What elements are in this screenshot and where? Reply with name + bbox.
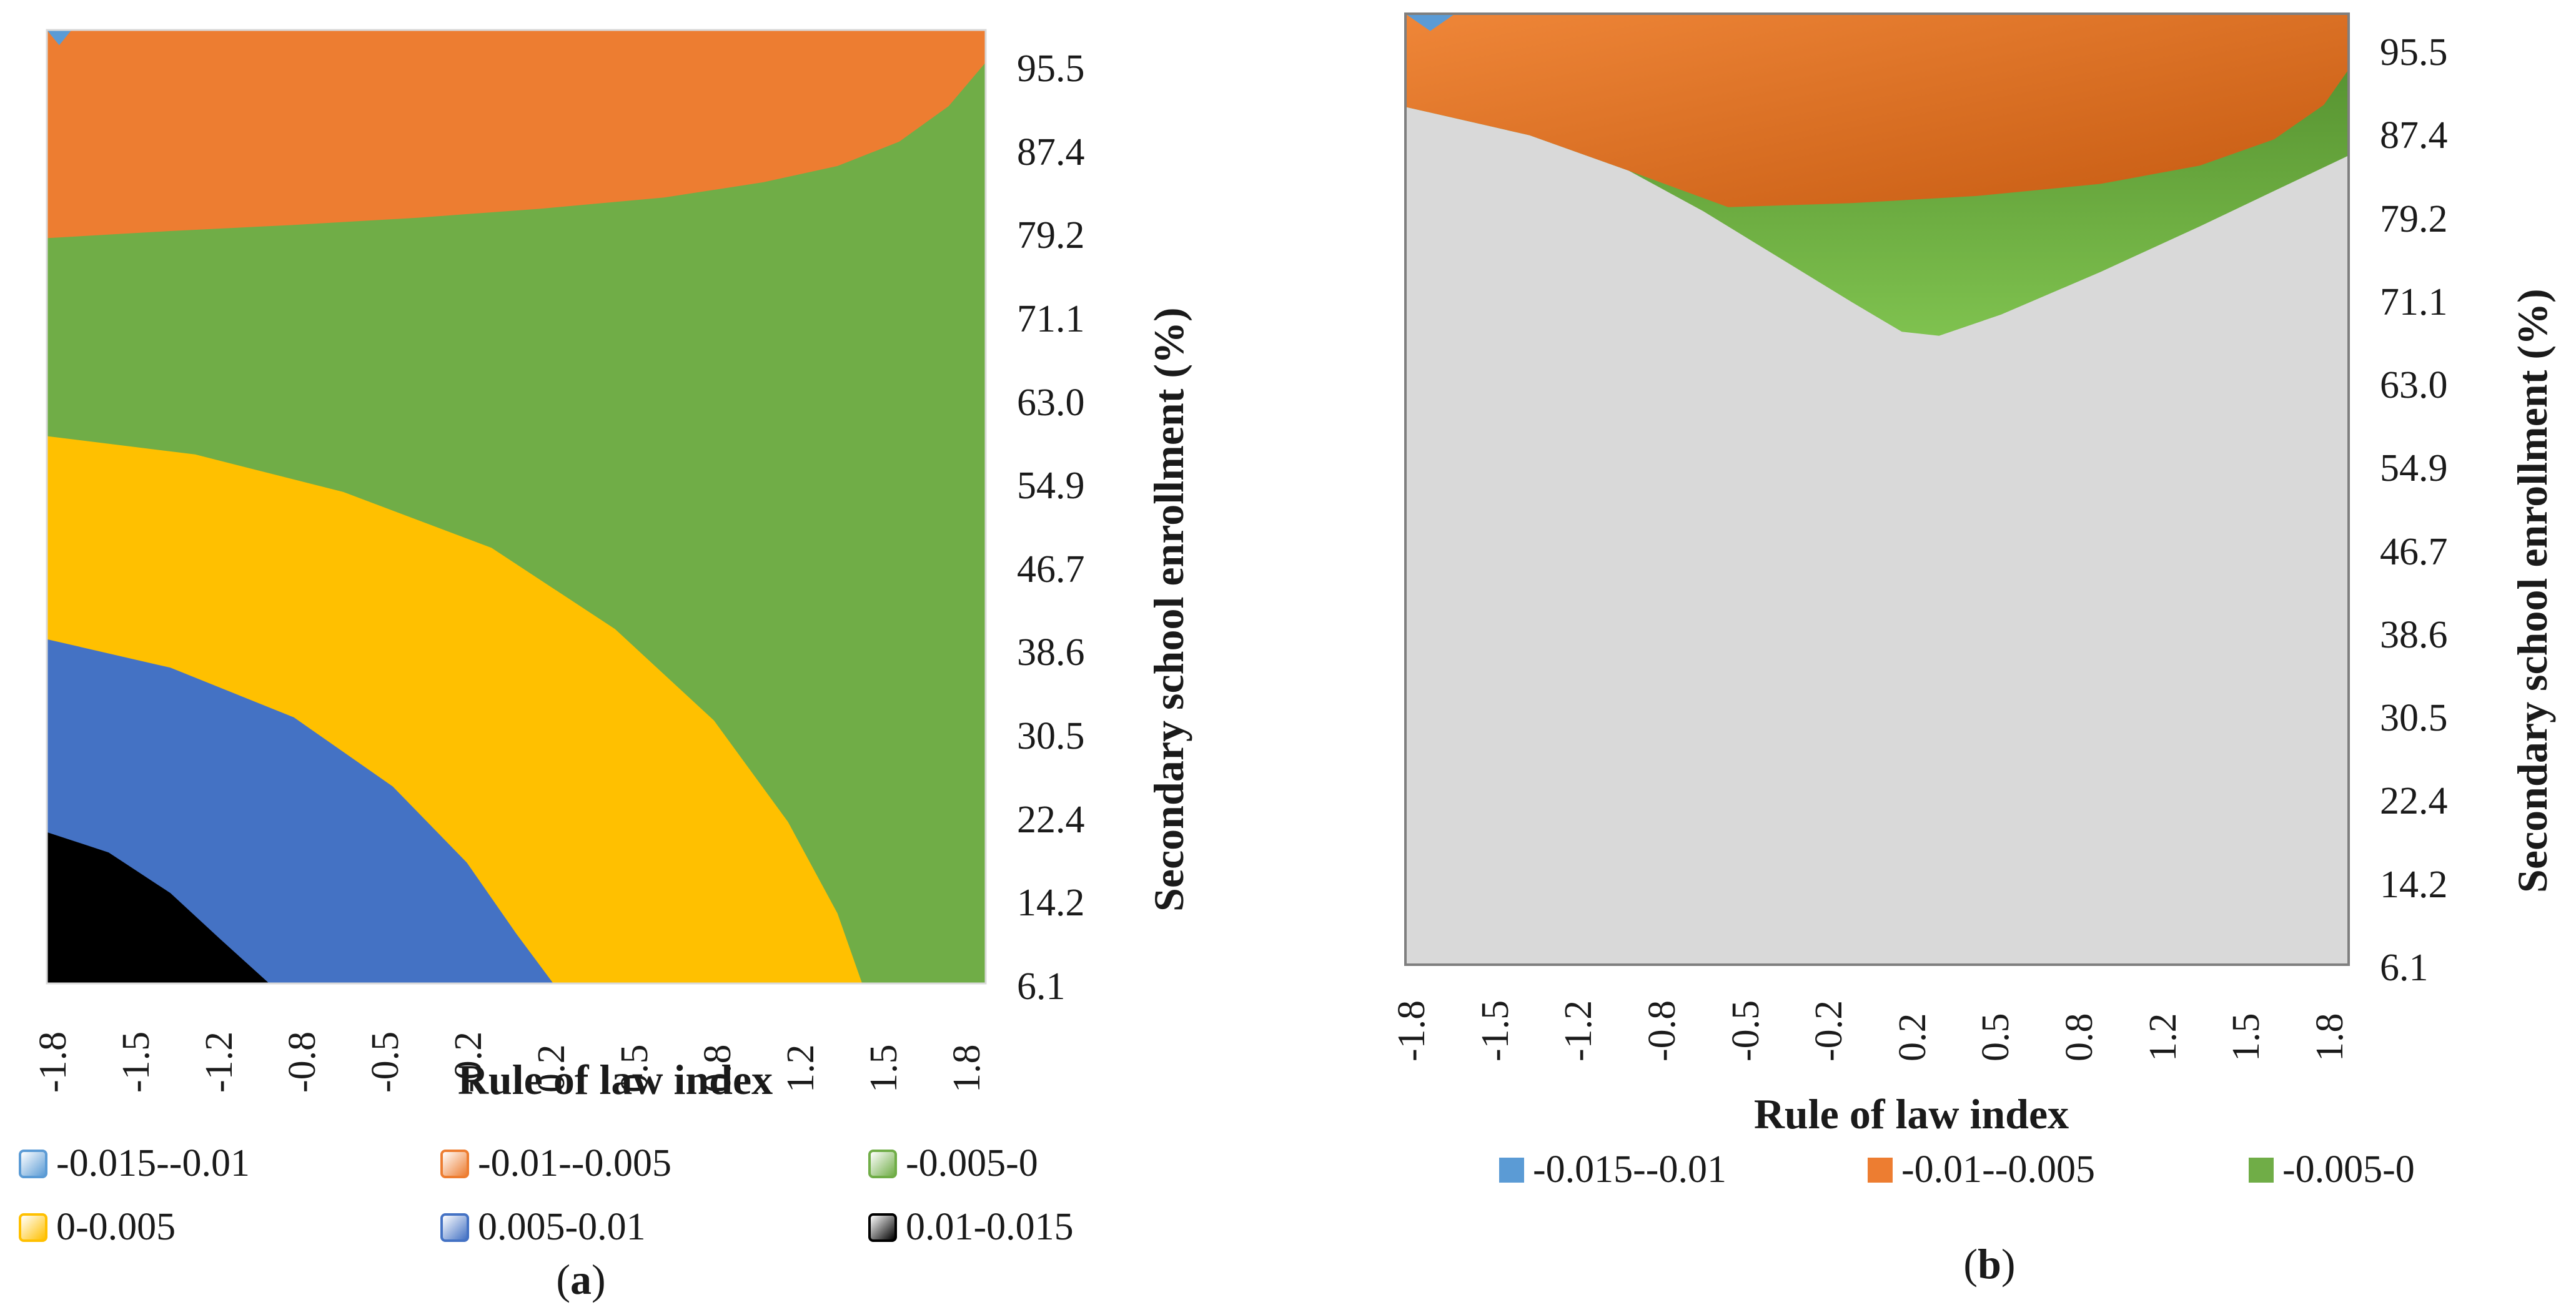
legend-swatch <box>1499 1157 1524 1183</box>
x-tick-label: -0.5 <box>364 1031 407 1093</box>
region-lightblue-a <box>47 30 72 46</box>
plot-frame-b <box>1404 12 2350 966</box>
y-tick-label: 79.2 <box>1017 214 1085 257</box>
region-orange-b <box>1405 14 2349 207</box>
x-tick-label: 0.8 <box>2058 1013 2101 1062</box>
y-tick-label: 30.5 <box>1017 715 1085 758</box>
legend-label: -0.01--0.005 <box>1901 1148 2095 1191</box>
y-axis-label-a: Secondary school enrollment (%) <box>1145 307 1192 912</box>
x-tick-label: 0.2 <box>1891 1013 1934 1062</box>
caption-a: (a) <box>556 1256 606 1303</box>
y-tick-label: 38.6 <box>2380 613 2448 656</box>
y-tick-label: 6.1 <box>1017 965 1066 1008</box>
legend-label: 0.005-0.01 <box>478 1206 646 1248</box>
y-tick-label: 46.7 <box>2380 530 2448 573</box>
legend-swatch <box>19 1213 47 1242</box>
x-tick-label: -1.2 <box>198 1031 240 1093</box>
x-tick-label: -1.5 <box>1474 1000 1517 1061</box>
y-tick-label: 63.0 <box>2380 364 2448 407</box>
y-tick-label: 22.4 <box>1017 798 1085 841</box>
y-tick-label: 95.5 <box>1017 47 1085 90</box>
legend-swatch <box>1868 1157 1893 1183</box>
x-tick-label: 1.8 <box>946 1044 988 1093</box>
legend-item: -0.01--0.005 <box>440 1141 671 1186</box>
y-axis-label-b: Secondary school enrollment (%) <box>2509 288 2556 893</box>
y-tick-label: 87.4 <box>1017 131 1085 174</box>
legend-item: -0.005-0 <box>2249 1148 2415 1192</box>
legend-item: -0.015--0.01 <box>1499 1148 1726 1192</box>
x-tick-label: -1.8 <box>32 1031 74 1093</box>
x-tick-label: 0.5 <box>1974 1013 2018 1062</box>
y-tick-label: 63.0 <box>1017 381 1085 424</box>
y-tick-label: 87.4 <box>2380 114 2448 157</box>
chart-panel-a: 95.5 87.4 79.2 71.1 63.0 54.9 46.7 38.6 30.5 22.4… <box>0 0 1287 1315</box>
y-tick-label: 54.9 <box>1017 465 1085 508</box>
legend-item: -0.015--0.01 <box>19 1141 250 1186</box>
y-tick-label: 71.1 <box>2380 280 2448 323</box>
legend-label: -0.015--0.01 <box>1533 1148 1726 1191</box>
plot-frame-a <box>46 29 987 985</box>
legend-swatch <box>19 1149 47 1178</box>
legend-label: -0.015--0.01 <box>56 1142 250 1184</box>
x-tick-label: -1.5 <box>115 1031 157 1093</box>
y-tick-label: 6.1 <box>2380 947 2429 989</box>
y-tick-label: 14.2 <box>1017 882 1085 925</box>
legend-item: -0.01--0.005 <box>1868 1148 2095 1192</box>
x-axis-label-b: Rule of law index <box>1753 1090 2069 1138</box>
y-tick-label: 95.5 <box>2380 31 2448 74</box>
region-black-a <box>47 832 269 983</box>
x-axis-label-a: Rule of law index <box>457 1056 773 1103</box>
legend-swatch <box>868 1149 897 1178</box>
y-tick-label: 14.2 <box>2380 863 2448 906</box>
legend-label: -0.005-0 <box>906 1142 1038 1184</box>
x-tick-label: 1.2 <box>780 1044 822 1093</box>
region-lightblue-b <box>1405 14 1455 31</box>
legend-label: 0-0.005 <box>56 1206 176 1248</box>
legend-swatch <box>868 1213 897 1242</box>
chart-panel-b: 95.5 87.4 79.2 71.1 63.0 54.9 46.7 38.6 30.5 22.4… <box>1287 0 2576 1315</box>
caption-b: (b) <box>1963 1240 2016 1288</box>
legend-swatch <box>440 1149 469 1178</box>
y-tick-label: 22.4 <box>2380 780 2448 823</box>
y-tick-label: 79.2 <box>2380 197 2448 240</box>
y-tick-label: 38.6 <box>1017 631 1085 674</box>
legend-label: 0.01-0.015 <box>906 1206 1074 1248</box>
y-tick-label: 54.9 <box>2380 447 2448 490</box>
legend-item: 0.005-0.01 <box>440 1205 646 1249</box>
x-tick-label: -1.2 <box>1557 1000 1600 1061</box>
x-tick-label: 1.5 <box>2225 1013 2268 1062</box>
x-tick-label: 1.2 <box>2141 1013 2184 1062</box>
contour-plot-a <box>46 29 987 985</box>
legend-item: 0.01-0.015 <box>868 1205 1074 1249</box>
legend-label: -0.005-0 <box>2282 1148 2415 1191</box>
x-tick-label: 1.5 <box>863 1044 905 1093</box>
legend-item: -0.005-0 <box>868 1141 1038 1186</box>
caption-label-b: b <box>1978 1240 2001 1288</box>
legend-label: -0.01--0.005 <box>478 1142 671 1184</box>
y-tick-label: 71.1 <box>1017 297 1085 340</box>
y-tick-label: 46.7 <box>1017 548 1085 591</box>
x-tick-label: -0.8 <box>1640 1000 1683 1061</box>
contour-plot-b <box>1404 12 2350 966</box>
y-tick-label: 30.5 <box>2380 697 2448 740</box>
legend-swatch <box>2249 1157 2274 1183</box>
region-orange-a <box>47 30 986 239</box>
caption-label-a: a <box>570 1256 592 1303</box>
x-tick-label: 1.8 <box>2309 1013 2351 1062</box>
legend-item: 0-0.005 <box>19 1205 176 1249</box>
x-tick-label: -0.5 <box>1724 1000 1767 1061</box>
legend-swatch <box>440 1213 469 1242</box>
x-tick-label: -0.2 <box>1808 1000 1851 1061</box>
x-tick-label: -1.8 <box>1390 1000 1433 1061</box>
x-tick-label: -0.8 <box>281 1031 324 1093</box>
